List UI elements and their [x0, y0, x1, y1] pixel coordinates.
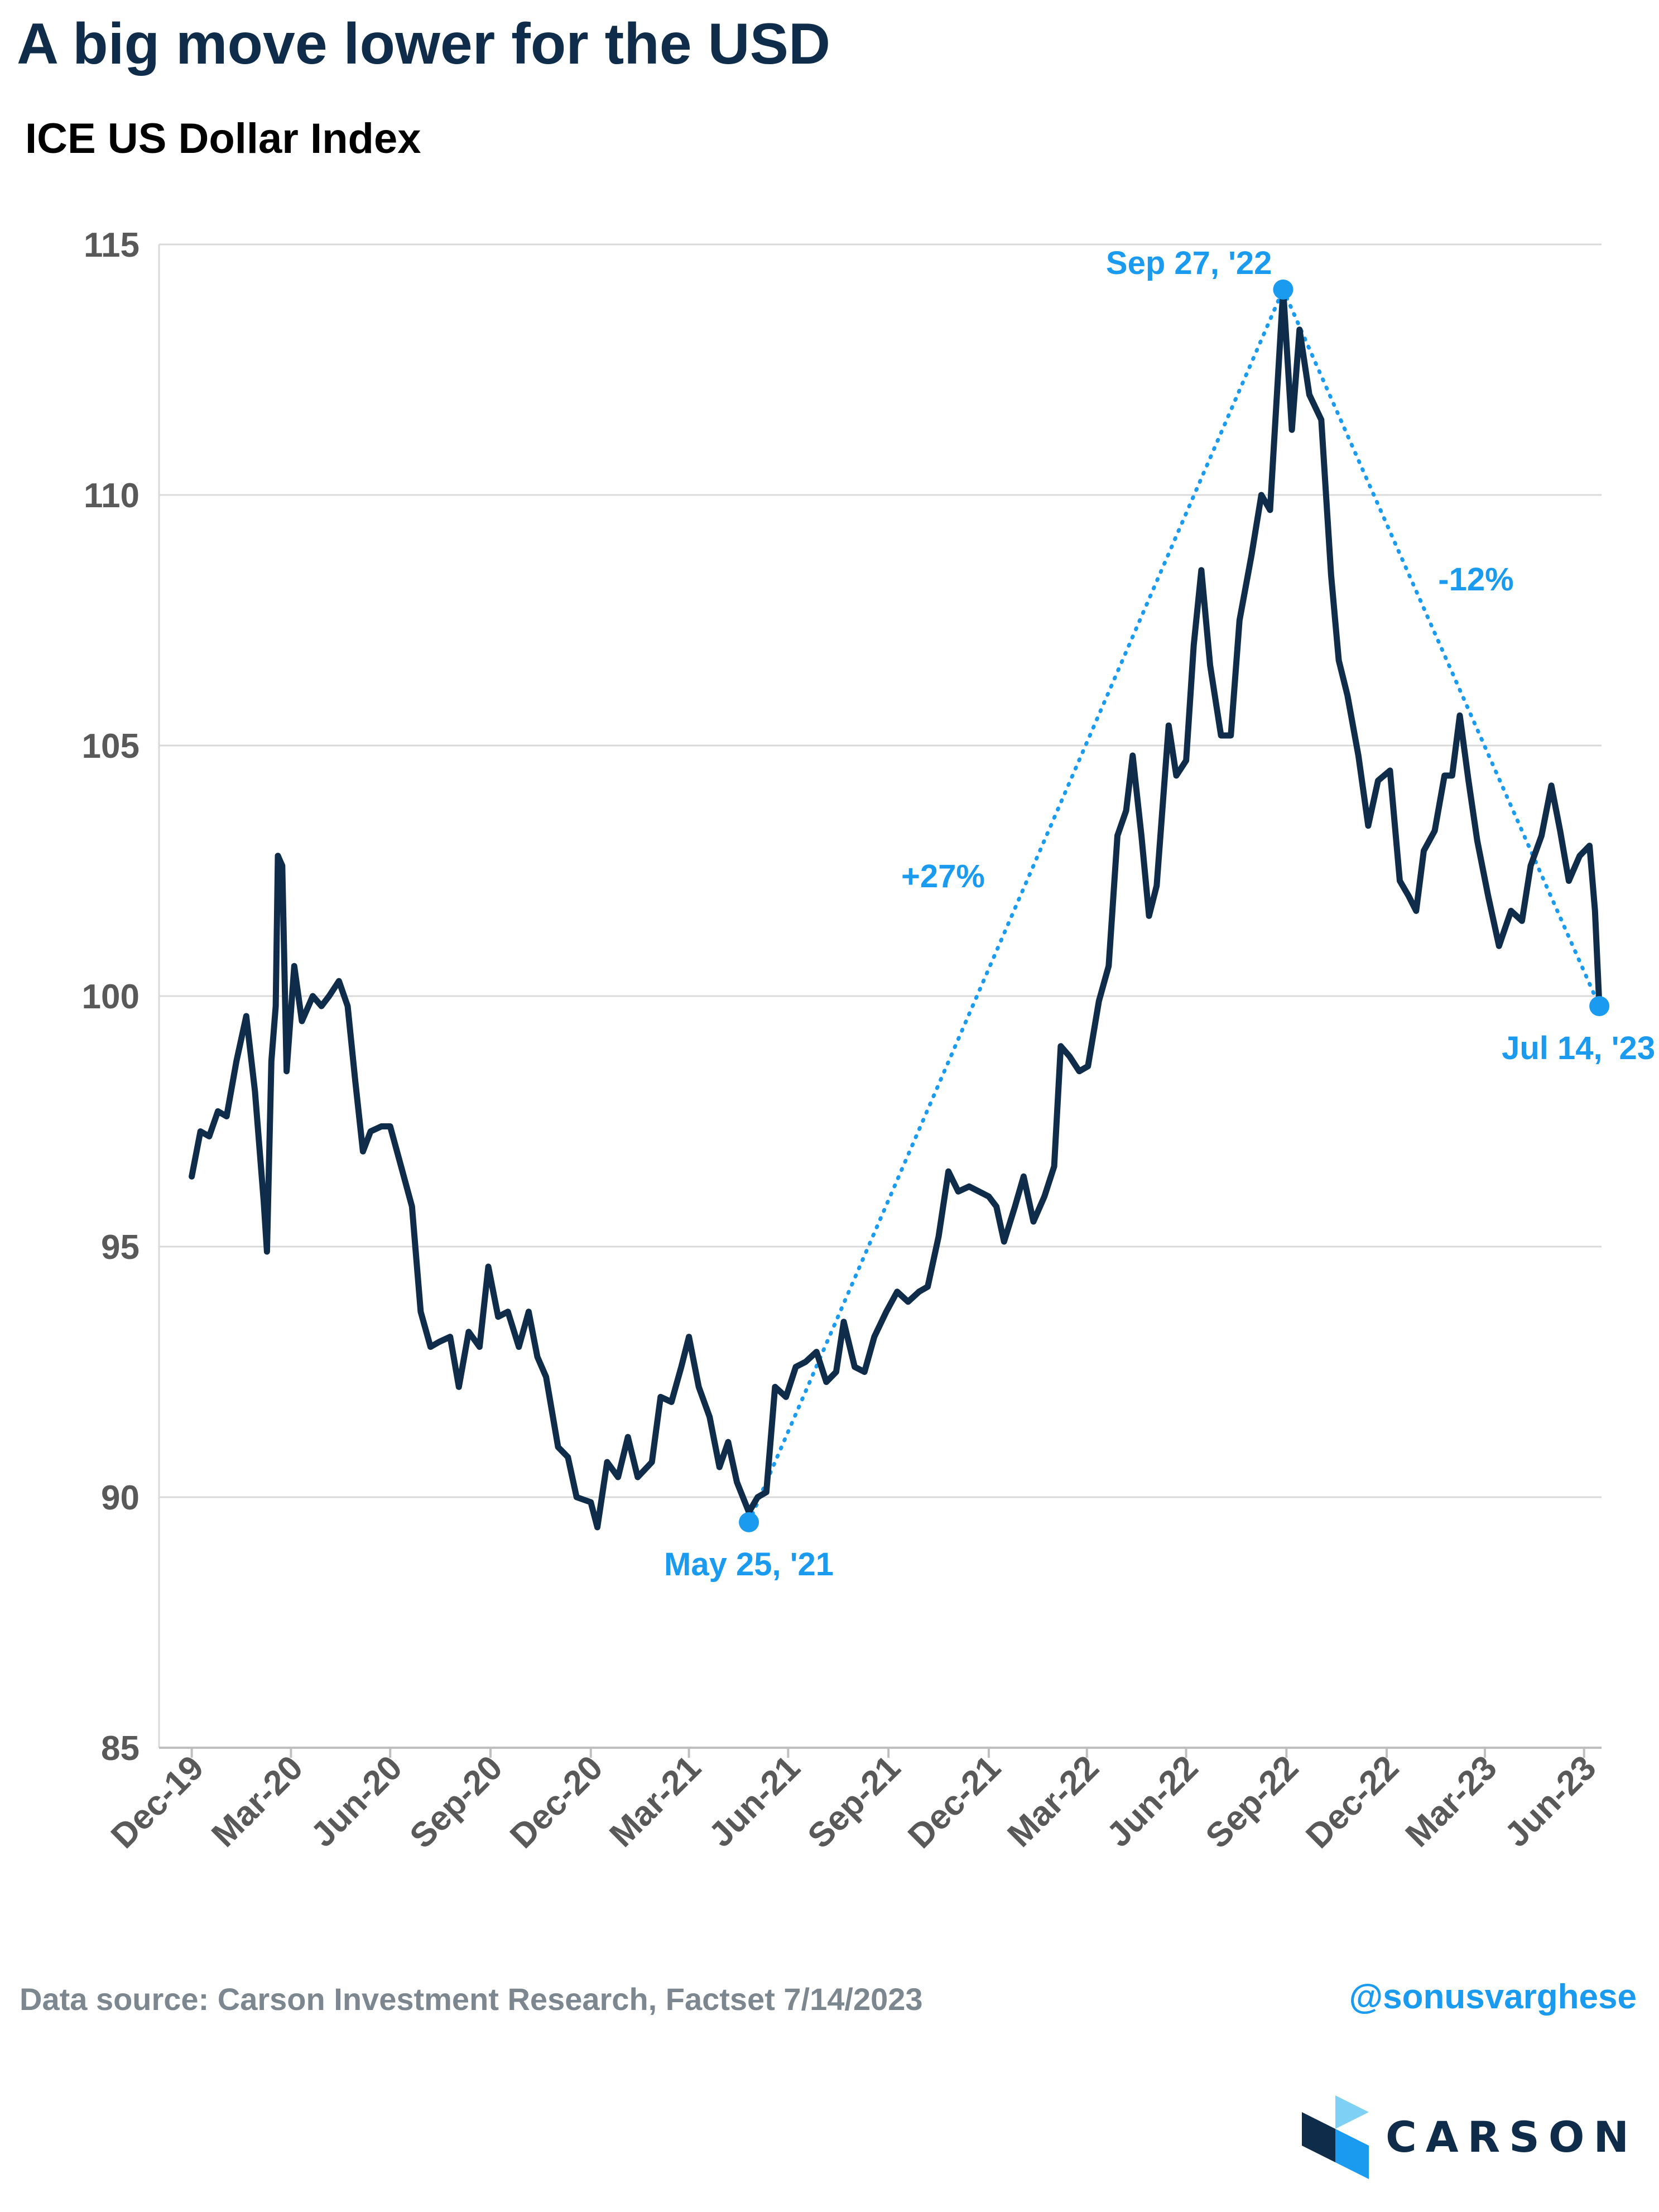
y-tick-label: 85	[101, 1729, 140, 1768]
x-tick-label: Mar-20	[204, 1748, 310, 1854]
annotation-marker	[739, 1512, 759, 1532]
x-tick-label: Dec-22	[1299, 1748, 1406, 1856]
chart-subtitle: ICE US Dollar Index	[25, 115, 421, 162]
x-tick-label: Jun-21	[701, 1748, 807, 1854]
x-tick-label: Jun-23	[1498, 1748, 1604, 1854]
trend-label: +27%	[901, 858, 985, 895]
x-tick-label: Sep-21	[800, 1748, 908, 1856]
x-tick-label: Dec-20	[503, 1748, 610, 1856]
y-tick-label: 90	[101, 1479, 140, 1517]
annotation-marker	[1273, 279, 1293, 300]
annotation-label: Sep 27, '22	[1106, 245, 1272, 281]
x-tick-label: Mar-22	[1001, 1748, 1107, 1854]
carson-logo: CARSON	[1291, 2090, 1637, 2179]
annotation-label: May 25, '21	[664, 1546, 834, 1583]
y-tick-label: 95	[101, 1228, 140, 1267]
x-tick-label: Sep-20	[402, 1748, 510, 1856]
x-tick-label: Mar-21	[602, 1748, 708, 1854]
x-tick-label: Mar-23	[1398, 1748, 1504, 1854]
chart-title: A big move lower for the USD	[17, 12, 831, 76]
y-tick-label: 110	[84, 477, 140, 515]
x-tick-label: Dec-21	[901, 1748, 1008, 1856]
y-tick-label: 115	[84, 226, 140, 265]
line-chart: 859095100105110115Dec-19Mar-20Jun-20Sep-…	[82, 226, 1656, 1856]
trend-line	[747, 287, 1285, 1525]
trend-line	[1281, 287, 1602, 1008]
y-tick-label: 105	[82, 727, 140, 766]
x-tick-label: Jun-20	[304, 1748, 410, 1854]
annotation-label: Jul 14, '23	[1502, 1030, 1655, 1066]
series-line-usd-index	[189, 286, 1603, 1531]
x-tick-label: Jun-22	[1099, 1748, 1205, 1854]
trend-label: -12%	[1438, 561, 1513, 598]
data-source-note: Data source: Carson Investment Research,…	[20, 1982, 923, 2017]
carson-logo-icon	[1302, 2095, 1369, 2179]
annotation-marker	[1589, 996, 1610, 1016]
x-tick-label: Sep-22	[1199, 1748, 1306, 1856]
y-tick-label: 100	[82, 978, 140, 1016]
carson-logo-wordmark: CARSON	[1386, 2112, 1638, 2162]
twitter-handle[interactable]: @sonusvarghese	[1349, 1978, 1637, 2016]
